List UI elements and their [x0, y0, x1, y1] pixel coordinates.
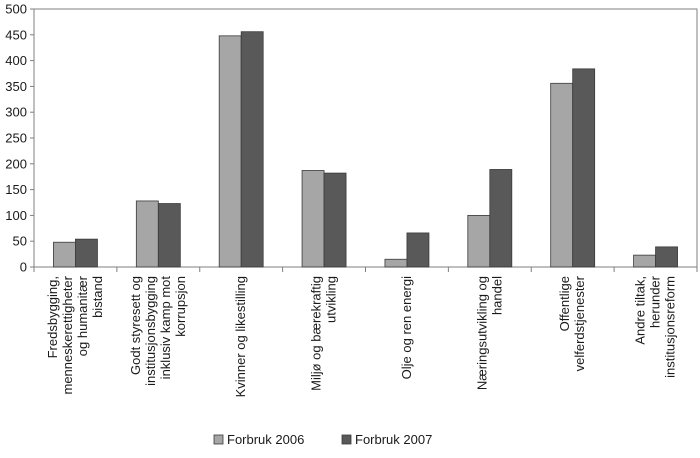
y-tick-label: 500 — [5, 2, 27, 17]
plot-area-frame — [33, 8, 698, 268]
bar-2007-6 — [572, 68, 596, 268]
y-tick-label: 100 — [5, 208, 27, 223]
x-category-label-line: Miljø og bærekraftig — [309, 276, 324, 391]
x-category-label: Næringsutvikling oghandel — [474, 276, 504, 390]
bar-2007-3 — [323, 172, 347, 268]
x-category-label: Godt styresett oginstitusjonsbygginginkl… — [128, 276, 188, 386]
y-tick-label: 150 — [5, 182, 27, 197]
x-category-label-line: menneskerettigheter — [60, 275, 75, 394]
legend-swatch-2006 — [213, 434, 224, 445]
x-category-label-line: institusjonsbygging — [143, 276, 158, 386]
bar-2006-1 — [135, 200, 159, 268]
bar-2007-2 — [240, 31, 264, 268]
x-category-label: Fredsbygging,menneskerettigheterog human… — [45, 275, 105, 394]
bar-2007-7 — [655, 246, 678, 268]
bar-2006-0 — [53, 241, 76, 268]
bar-2006-7 — [633, 254, 656, 268]
x-category-label-line: og humanitær — [75, 275, 90, 356]
x-category-label-line: bistand — [90, 276, 105, 318]
x-category-label-line: Offentlige — [557, 276, 572, 331]
x-category-label-line: utvikling — [324, 276, 339, 323]
bar-2006-3 — [301, 170, 325, 268]
x-category-label-line: handel — [489, 276, 504, 315]
x-category-label-line: Andre tiltak, — [633, 276, 648, 345]
x-category-label: Andre tiltak,herunderinstitusjonsreform — [633, 275, 678, 378]
x-category-label-line: Fredsbygging, — [45, 276, 60, 358]
bar-2006-6 — [550, 82, 574, 268]
legend-label-2007: Forbruk 2007 — [355, 432, 432, 447]
y-tick-label: 250 — [5, 131, 27, 146]
x-category-label-line: Godt styresett og — [128, 276, 143, 375]
bar-2007-1 — [157, 203, 181, 268]
x-category-label-line: herunder — [648, 275, 663, 328]
y-tick-label: 50 — [13, 234, 27, 249]
x-category-label-line: inklusiv kamp mot — [158, 276, 173, 380]
x-category-label-line: Olje og ren energi — [399, 276, 414, 379]
bar-2007-0 — [75, 238, 98, 268]
bar-2006-2 — [218, 35, 242, 268]
x-category-label: Miljø og bærekraftigutvikling — [309, 276, 339, 391]
x-category-label: Offentligevelferdstjenester — [557, 275, 587, 371]
legend-swatch-2007 — [341, 434, 352, 445]
bar-2007-4 — [406, 232, 430, 268]
y-tick-label: 300 — [5, 105, 27, 120]
y-tick-label: 350 — [5, 79, 27, 94]
x-category-label-line: velferdstjenester — [572, 275, 587, 371]
legend-label-2006: Forbruk 2006 — [227, 432, 304, 447]
x-category-label: Kvinner og likestilling — [233, 276, 248, 397]
bar-2006-5 — [467, 214, 491, 268]
bar-2006-4 — [384, 258, 408, 268]
x-category-label-line: Næringsutvikling og — [474, 276, 489, 390]
x-category-label: Olje og ren energi — [399, 276, 414, 379]
x-category-label-line: korrupsjon — [173, 276, 188, 337]
x-category-label-line: institusjonsreform — [663, 276, 678, 378]
y-tick-label: 0 — [20, 260, 27, 275]
y-tick-label: 200 — [5, 156, 27, 171]
y-tick-label: 400 — [5, 53, 27, 68]
bar-2007-5 — [489, 169, 513, 268]
y-tick-label: 450 — [5, 27, 27, 42]
x-category-label-line: Kvinner og likestilling — [233, 276, 248, 397]
